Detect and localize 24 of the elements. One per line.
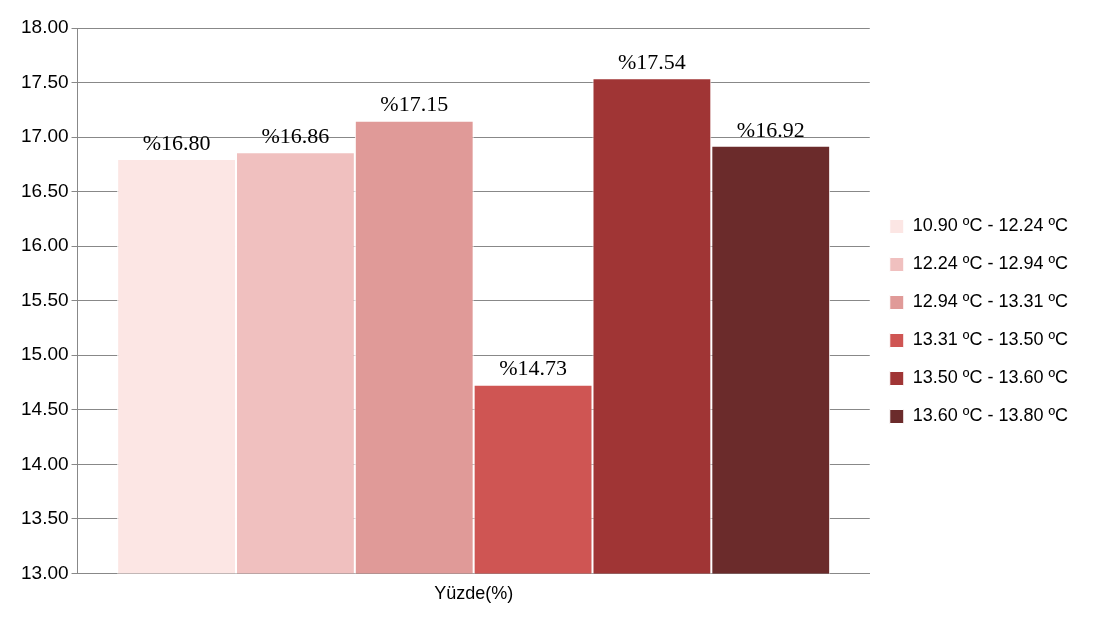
data-label: %17.15 <box>380 91 449 117</box>
y-tick-label: 13.00 <box>21 561 69 583</box>
y-tick-label: 13.50 <box>21 507 69 529</box>
y-tick-label: 17.50 <box>21 70 69 92</box>
legend-label: 13.31 ºC - 13.50 ºC <box>912 329 1068 350</box>
legend-label: 12.94 ºC - 13.31 ºC <box>912 291 1068 312</box>
y-tick-label: 16.00 <box>21 234 69 256</box>
y-tick-label: 15.50 <box>21 288 69 310</box>
data-label: %16.80 <box>142 129 211 155</box>
legend-label: 13.60 ºC - 13.80 ºC <box>912 405 1068 426</box>
data-label: %17.54 <box>617 48 686 74</box>
y-tick-label: 16.50 <box>21 179 69 201</box>
legend-label: 12.24 ºC - 12.94 ºC <box>912 253 1068 274</box>
data-label: %16.86 <box>261 123 330 149</box>
legend-label: 10.90 ºC - 12.24 ºC <box>912 215 1068 236</box>
data-label: %16.92 <box>736 116 805 142</box>
y-tick-label: 15.00 <box>21 343 69 365</box>
data-label: %14.73 <box>499 355 567 381</box>
y-tick-label: 18.00 <box>21 16 69 38</box>
y-tick-label: 17.00 <box>21 125 69 147</box>
legend-label: 13.50 ºC - 13.60 ºC <box>912 367 1068 388</box>
y-tick-label: 14.50 <box>21 398 69 420</box>
x-tick-label: Yüzde(%) <box>434 583 514 604</box>
y-tick-label: 14.00 <box>21 452 69 474</box>
